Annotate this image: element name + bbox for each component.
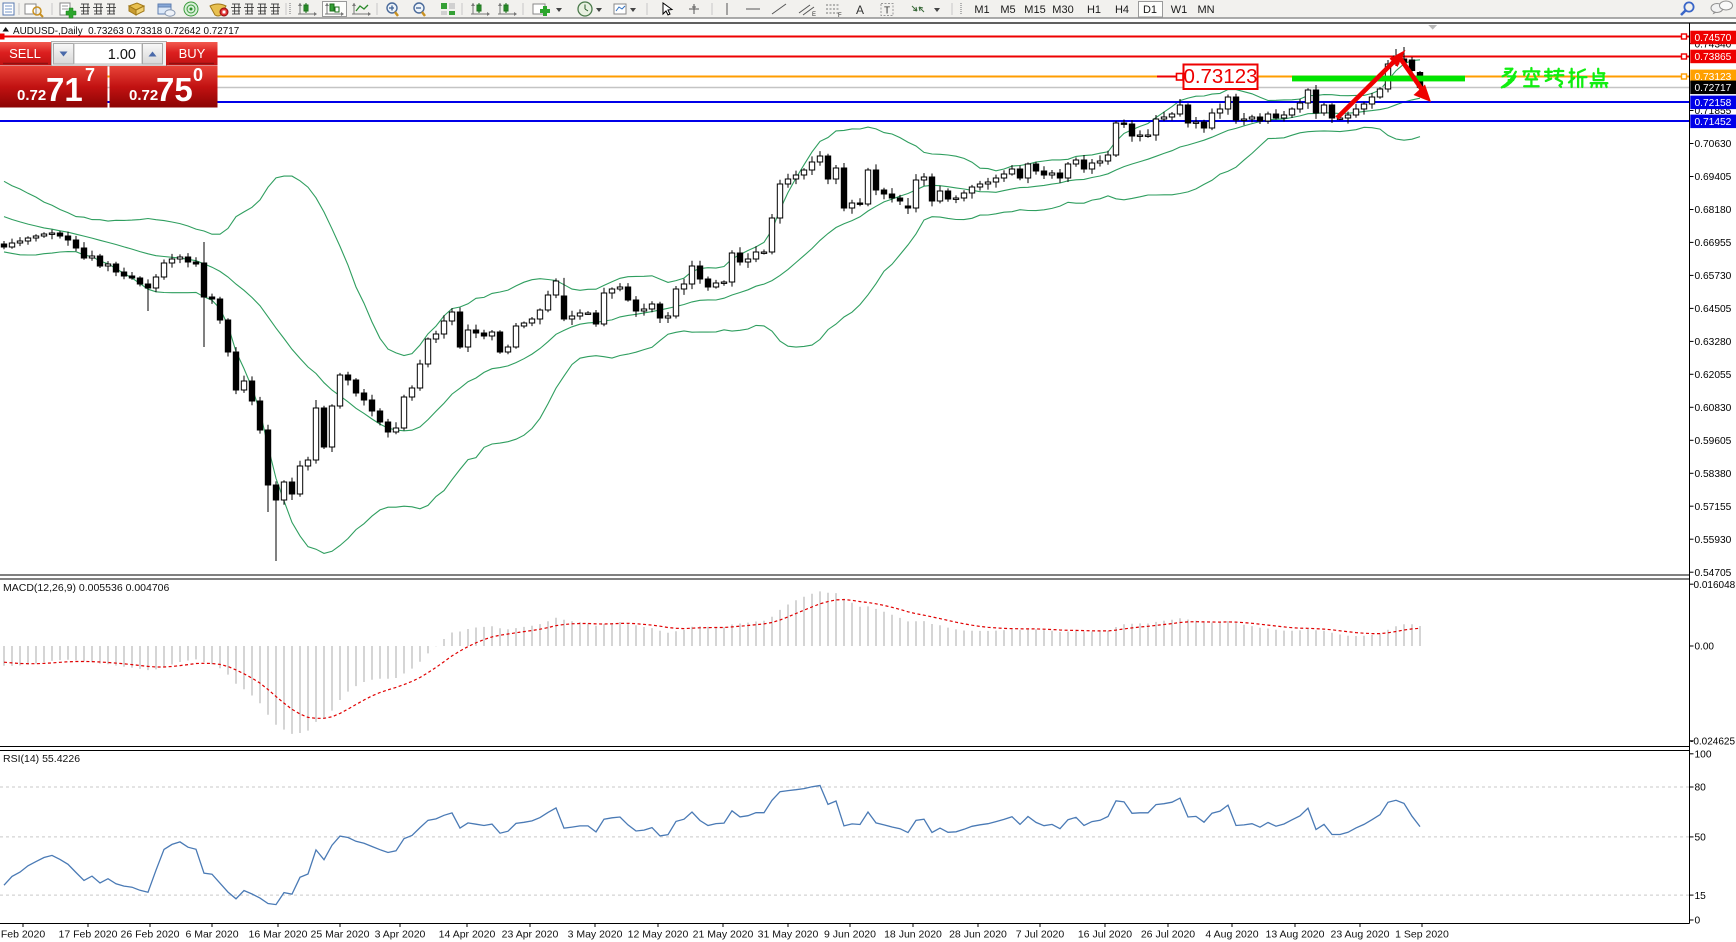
svg-text:0.69405: 0.69405: [1695, 172, 1732, 183]
svg-text:E: E: [812, 12, 816, 18]
svg-text:0.72: 0.72: [17, 87, 46, 104]
svg-text:0.55930: 0.55930: [1695, 535, 1732, 546]
svg-text:7 Jul 2020: 7 Jul 2020: [1016, 929, 1065, 941]
svg-text:W1: W1: [1171, 4, 1188, 16]
svg-text:H4: H4: [1115, 4, 1129, 16]
svg-text:D1: D1: [1143, 4, 1157, 16]
svg-text:SELL: SELL: [9, 46, 41, 61]
svg-text:0.73123: 0.73123: [1183, 65, 1257, 88]
svg-text:A: A: [856, 3, 864, 17]
svg-text:31 May 2020: 31 May 2020: [758, 929, 819, 941]
svg-text:16 Jul 2020: 16 Jul 2020: [1078, 929, 1132, 941]
svg-text:71: 71: [46, 71, 83, 108]
svg-text:17 Feb 2020: 17 Feb 2020: [59, 929, 118, 941]
svg-text:0.72: 0.72: [129, 87, 158, 104]
svg-text:0.71855: 0.71855: [1695, 106, 1732, 117]
svg-text:15: 15: [1695, 891, 1707, 902]
svg-text:0.65730: 0.65730: [1695, 271, 1732, 282]
svg-text:0: 0: [1695, 916, 1701, 927]
svg-text:0.73123: 0.73123: [1695, 72, 1732, 83]
svg-text:M5: M5: [1000, 4, 1015, 16]
svg-text:14 Apr 2020: 14 Apr 2020: [439, 929, 496, 941]
svg-text:MACD(12,26,9) 0.005536 0.00470: MACD(12,26,9) 0.005536 0.004706: [3, 582, 170, 594]
svg-text:0.72158: 0.72158: [1695, 98, 1732, 109]
svg-text:1 Sep 2020: 1 Sep 2020: [1395, 929, 1449, 941]
svg-text:M30: M30: [1052, 4, 1073, 16]
svg-text:16 Mar 2020: 16 Mar 2020: [249, 929, 308, 941]
svg-text:H1: H1: [1087, 4, 1101, 16]
svg-text:0.57155: 0.57155: [1695, 502, 1732, 513]
svg-text:50: 50: [1695, 833, 1707, 844]
svg-text:3 Apr 2020: 3 Apr 2020: [375, 929, 426, 941]
svg-text:26 Feb 2020: 26 Feb 2020: [121, 929, 180, 941]
svg-text:0.58380: 0.58380: [1695, 469, 1732, 480]
svg-text:75: 75: [156, 71, 193, 108]
svg-text:6 Mar 2020: 6 Mar 2020: [185, 929, 238, 941]
svg-text:0.74570: 0.74570: [1695, 33, 1732, 44]
svg-text:F: F: [838, 13, 842, 19]
svg-text:0.54705: 0.54705: [1695, 568, 1732, 579]
svg-text:23 Aug 2020: 23 Aug 2020: [1331, 929, 1390, 941]
svg-text:BUY: BUY: [179, 46, 206, 61]
svg-text:0.016048: 0.016048: [1694, 580, 1736, 591]
svg-text:28 Jun 2020: 28 Jun 2020: [949, 929, 1007, 941]
svg-text:0.60830: 0.60830: [1695, 403, 1732, 414]
svg-text:9 Jun 2020: 9 Jun 2020: [824, 929, 876, 941]
svg-text:80: 80: [1695, 783, 1707, 794]
svg-text:0.62055: 0.62055: [1695, 370, 1732, 381]
svg-text:RSI(14) 55.4226: RSI(14) 55.4226: [3, 753, 80, 765]
svg-text:0.70630: 0.70630: [1695, 139, 1732, 150]
svg-text:4 Aug 2020: 4 Aug 2020: [1205, 929, 1258, 941]
svg-text:0: 0: [193, 65, 203, 85]
svg-text:0.64505: 0.64505: [1695, 304, 1732, 315]
svg-text:Feb 2020: Feb 2020: [1, 929, 46, 941]
svg-text:3 May 2020: 3 May 2020: [568, 929, 623, 941]
svg-text:AUDUSD-,Daily 0.73263 0.73318: AUDUSD-,Daily 0.73263 0.73318 0.72642 0.…: [13, 26, 239, 37]
svg-text:21 May 2020: 21 May 2020: [693, 929, 754, 941]
svg-text:13 Aug 2020: 13 Aug 2020: [1266, 929, 1325, 941]
svg-text:0.71452: 0.71452: [1695, 117, 1732, 128]
svg-text:0.59605: 0.59605: [1695, 436, 1732, 447]
svg-text:0.00: 0.00: [1695, 642, 1715, 653]
svg-text:0.63280: 0.63280: [1695, 337, 1732, 348]
svg-text:100: 100: [1695, 750, 1712, 761]
svg-text:M1: M1: [974, 4, 989, 16]
svg-text:T: T: [884, 6, 890, 17]
svg-text:26 Jul 2020: 26 Jul 2020: [1141, 929, 1195, 941]
svg-text:25 Mar 2020: 25 Mar 2020: [311, 929, 370, 941]
svg-text:23 Apr 2020: 23 Apr 2020: [502, 929, 559, 941]
svg-text:0.66955: 0.66955: [1695, 238, 1732, 249]
svg-text:7: 7: [85, 65, 95, 85]
svg-text:0.72717: 0.72717: [1695, 83, 1732, 94]
svg-text:0.68180: 0.68180: [1695, 205, 1732, 216]
svg-text:-0.024625: -0.024625: [1690, 736, 1735, 747]
svg-text:M15: M15: [1024, 4, 1045, 16]
svg-text:0.73865: 0.73865: [1695, 52, 1732, 63]
svg-text:12 May 2020: 12 May 2020: [628, 929, 689, 941]
svg-text:18 Jun 2020: 18 Jun 2020: [884, 929, 942, 941]
svg-text:MN: MN: [1197, 4, 1214, 16]
svg-text:0.74340: 0.74340: [1695, 39, 1732, 50]
svg-text:1.00: 1.00: [108, 47, 136, 63]
